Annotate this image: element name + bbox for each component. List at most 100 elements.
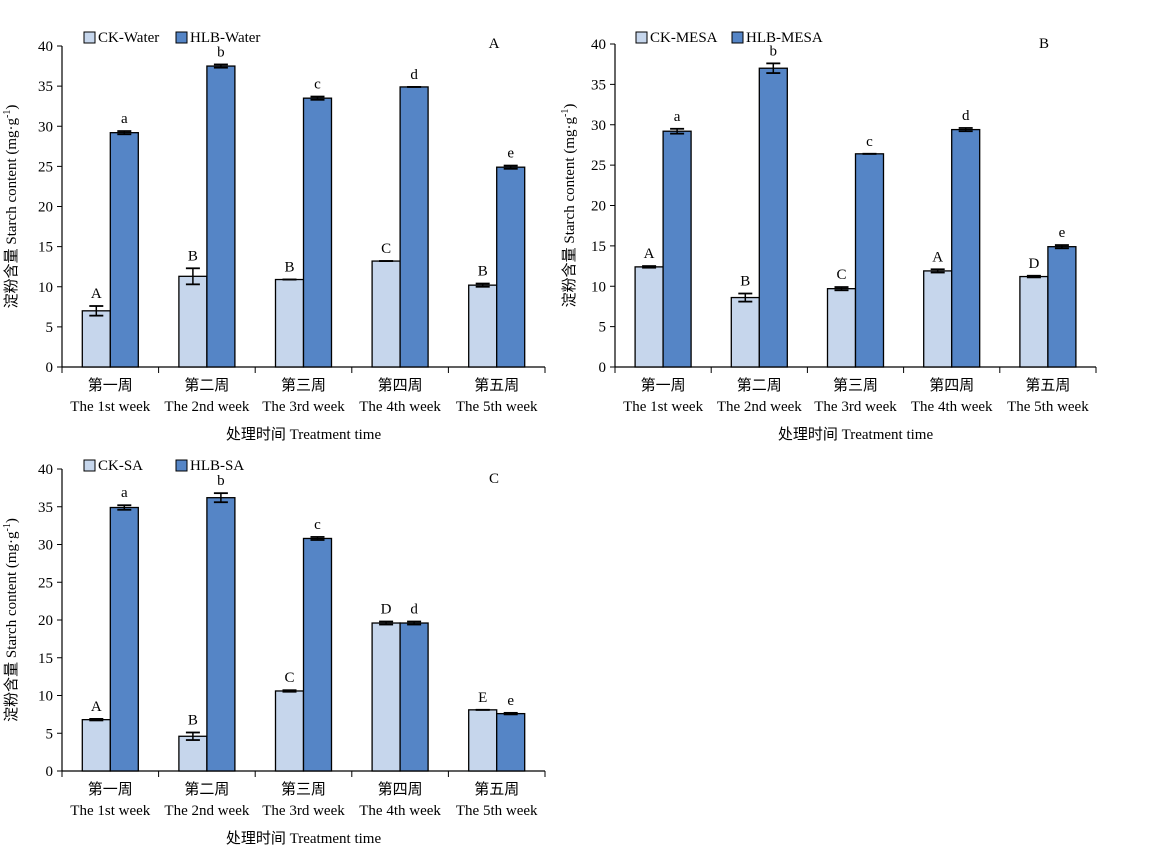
significance-letter: c	[314, 77, 321, 93]
ck-bar	[1019, 275, 1049, 368]
chart-panel-a: 0 5 10 15 20 25 30 35 40 第一周 The 1st week 第二周 The 2n…	[2, 30, 546, 443]
legend-swatch	[83, 31, 96, 44]
panel-label: C	[489, 471, 499, 487]
y-tick-label: 20	[591, 199, 606, 215]
hlb-bar	[1047, 246, 1077, 368]
x-axis-title: 处理时间 Treatment time	[226, 830, 382, 847]
hlb-bar	[662, 130, 692, 368]
y-tick-label: 25	[38, 575, 53, 591]
x-tick-label: 第一周 The 1st week	[623, 376, 703, 415]
ck-bar	[634, 266, 664, 368]
y-tick-label: 35	[591, 77, 606, 93]
hlb-bar	[951, 128, 981, 368]
significance-letter: b	[217, 44, 225, 60]
ck-bar	[730, 296, 760, 368]
y-tick-label: 5	[599, 320, 607, 336]
legend-label: HLB-Water	[190, 30, 260, 46]
ck-bar	[468, 284, 498, 368]
significance-letter: B	[740, 274, 750, 290]
hlb-bar	[496, 166, 526, 368]
legend-swatch	[175, 459, 188, 472]
x-tick-label: 第四周 The 4th week	[359, 780, 441, 819]
x-tick-label: 第一周 The 1st week	[70, 376, 150, 415]
y-tick-label: 35	[38, 500, 53, 516]
y-tick-label: 0	[599, 360, 607, 376]
significance-letter: a	[121, 111, 128, 127]
significance-letter: B	[284, 260, 294, 276]
ck-bar	[826, 288, 857, 368]
legend-swatch	[635, 31, 648, 44]
hlb-bar	[399, 86, 429, 368]
significance-letter: A	[932, 249, 943, 265]
significance-letter: E	[478, 690, 487, 706]
y-tick-label: 40	[38, 39, 53, 55]
y-tick-label: 0	[46, 360, 54, 376]
y-axis-title: 淀粉含量 Starch content (mg·g-1)	[2, 518, 20, 722]
y-tick-label: 25	[38, 159, 53, 175]
significance-letter: d	[410, 602, 418, 618]
ck-bar	[178, 735, 208, 772]
significance-letter: e	[507, 693, 514, 709]
significance-letter: d	[410, 67, 418, 83]
y-tick-label: 15	[38, 651, 53, 667]
significance-letter: d	[962, 108, 970, 124]
hlb-bar	[206, 65, 236, 368]
y-tick-label: 35	[38, 79, 53, 95]
significance-letter: A	[91, 699, 102, 715]
significance-letter: a	[674, 109, 681, 125]
hlb-bar	[399, 622, 429, 772]
significance-letter: c	[866, 134, 873, 150]
significance-letter: C	[381, 241, 391, 257]
ck-bar	[81, 310, 111, 368]
x-tick-label: 第一周 The 1st week	[70, 780, 150, 819]
significance-letter: B	[478, 264, 488, 280]
ck-bar	[178, 275, 208, 368]
significance-letter: B	[188, 248, 198, 264]
hlb-bar	[109, 506, 139, 772]
y-tick-label: 30	[38, 119, 53, 135]
y-tick-label: 30	[591, 118, 606, 134]
panel-label: A	[489, 36, 500, 52]
legend-swatch	[175, 31, 188, 44]
significance-letter: C	[836, 267, 846, 283]
y-tick-label: 15	[38, 240, 53, 256]
y-tick-label: 5	[46, 726, 54, 742]
significance-letter: b	[770, 43, 778, 59]
y-axis-title: 淀粉含量 Starch content (mg·g-1)	[560, 104, 578, 308]
chart-panel-c: 0 5 10 15 20 25 30 35 40 第一周 The 1st week 第二周 The 2n…	[2, 458, 546, 847]
legend-label: CK-SA	[98, 458, 143, 474]
legend-label: CK-MESA	[650, 30, 718, 46]
legend-swatch	[83, 459, 96, 472]
x-tick-label: 第五周 The 5th week	[1007, 376, 1089, 415]
x-axis-title: 处理时间 Treatment time	[226, 426, 382, 443]
x-tick-label: 第四周 The 4th week	[359, 376, 441, 415]
significance-letter: A	[91, 286, 102, 302]
y-tick-label: 0	[46, 764, 54, 780]
significance-letter: c	[314, 517, 321, 533]
y-tick-label: 40	[591, 37, 606, 53]
hlb-bar	[496, 712, 526, 772]
legend-label: HLB-SA	[190, 458, 244, 474]
y-tick-label: 5	[46, 320, 54, 336]
x-tick-label: 第五周 The 5th week	[456, 376, 538, 415]
hlb-bar	[109, 132, 139, 368]
hlb-bar	[758, 67, 788, 368]
y-tick-label: 15	[591, 239, 606, 255]
x-tick-label: 第三周 The 3rd week	[814, 376, 897, 415]
ck-bar	[274, 690, 305, 772]
y-tick-label: 10	[38, 280, 53, 296]
significance-letter: a	[121, 485, 128, 501]
ck-bar	[923, 270, 953, 368]
x-tick-label: 第三周 The 3rd week	[262, 376, 345, 415]
y-tick-label: 25	[591, 158, 606, 174]
x-axis-title: 处理时间 Treatment time	[778, 426, 934, 443]
hlb-bar	[854, 153, 885, 368]
y-tick-label: 10	[591, 279, 606, 295]
x-tick-label: 第三周 The 3rd week	[262, 780, 345, 819]
significance-letter: B	[188, 712, 198, 728]
hlb-bar	[302, 537, 333, 772]
ck-bar	[468, 709, 498, 772]
x-tick-label: 第二周 The 2nd week	[717, 376, 802, 415]
chart-panel-b: 0 5 10 15 20 25 30 35 40 第一周 The 1st week 第二周 The 2n…	[560, 30, 1097, 443]
